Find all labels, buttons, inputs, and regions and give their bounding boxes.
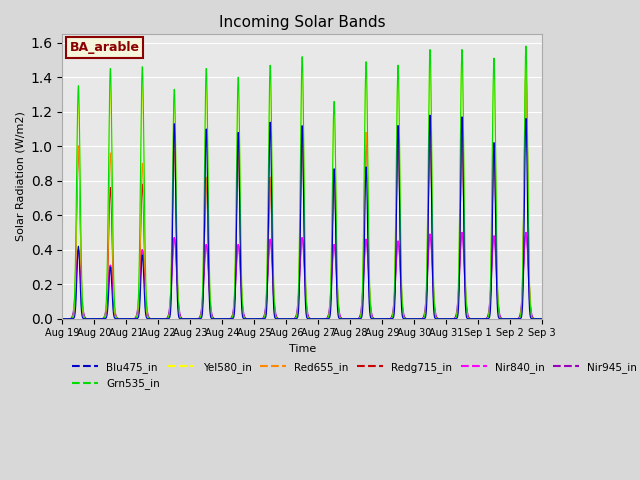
Red655_in	[263, 287, 271, 292]
Line: Red655_in: Red655_in	[63, 70, 542, 319]
Grn535_in	[263, 264, 271, 269]
Y-axis label: Solar Radiation (W/m2): Solar Radiation (W/m2)	[15, 111, 25, 241]
Red655_in	[113, 316, 121, 322]
Line: Blu475_in: Blu475_in	[63, 115, 542, 319]
Red655_in	[243, 316, 250, 322]
Grn535_in	[59, 316, 67, 322]
Red655_in	[529, 316, 536, 322]
Red655_in	[141, 287, 149, 293]
Line: Nir945_in: Nir945_in	[63, 232, 542, 319]
Red655_in	[59, 316, 67, 322]
Nir945_in	[538, 316, 546, 322]
Red655_in	[477, 316, 484, 322]
Redg715_in	[538, 316, 546, 322]
Nir945_in	[263, 282, 271, 288]
Redg715_in	[113, 316, 121, 322]
Nir840_in	[263, 290, 271, 296]
Blu475_in	[426, 112, 434, 118]
Yel580_in	[538, 316, 546, 322]
Nir840_in	[522, 229, 530, 235]
Nir945_in	[529, 314, 536, 320]
Nir840_in	[243, 316, 250, 322]
X-axis label: Time: Time	[289, 344, 316, 354]
Yel580_in	[141, 273, 149, 278]
Yel580_in	[529, 316, 536, 322]
Grn535_in	[522, 43, 530, 49]
Line: Nir840_in: Nir840_in	[63, 232, 542, 319]
Grn535_in	[538, 316, 546, 322]
Nir945_in	[243, 315, 250, 321]
Blu475_in	[113, 316, 121, 322]
Redg715_in	[522, 67, 530, 73]
Nir840_in	[59, 316, 67, 322]
Redg715_in	[477, 316, 484, 322]
Blu475_in	[59, 316, 67, 322]
Line: Grn535_in: Grn535_in	[63, 46, 542, 319]
Blu475_in	[141, 311, 149, 316]
Line: Redg715_in: Redg715_in	[63, 70, 542, 319]
Legend: Blu475_in, Grn535_in, Yel580_in, Red655_in, Redg715_in, Nir840_in, Nir945_in: Blu475_in, Grn535_in, Yel580_in, Red655_…	[68, 358, 640, 393]
Yel580_in	[522, 48, 530, 54]
Nir945_in	[113, 315, 121, 321]
Grn535_in	[243, 316, 250, 322]
Nir840_in	[477, 316, 484, 322]
Blu475_in	[529, 316, 536, 322]
Yel580_in	[113, 316, 121, 322]
Grn535_in	[141, 269, 149, 275]
Redg715_in	[59, 316, 67, 322]
Redg715_in	[529, 316, 536, 322]
Nir945_in	[522, 229, 530, 235]
Nir840_in	[529, 315, 536, 321]
Nir840_in	[141, 295, 149, 301]
Nir840_in	[538, 316, 546, 322]
Yel580_in	[477, 316, 484, 322]
Blu475_in	[538, 316, 546, 322]
Nir945_in	[141, 288, 149, 294]
Line: Yel580_in: Yel580_in	[63, 51, 542, 319]
Grn535_in	[113, 316, 121, 322]
Red655_in	[522, 67, 530, 73]
Title: Incoming Solar Bands: Incoming Solar Bands	[219, 15, 385, 30]
Nir945_in	[59, 316, 67, 322]
Grn535_in	[529, 316, 536, 322]
Redg715_in	[243, 316, 250, 322]
Redg715_in	[141, 291, 149, 297]
Nir840_in	[113, 315, 121, 321]
Grn535_in	[477, 316, 484, 322]
Red655_in	[538, 316, 546, 322]
Blu475_in	[243, 316, 250, 322]
Text: BA_arable: BA_arable	[70, 41, 140, 54]
Redg715_in	[263, 288, 271, 293]
Nir945_in	[477, 316, 484, 322]
Yel580_in	[263, 266, 271, 272]
Yel580_in	[59, 316, 67, 322]
Blu475_in	[263, 297, 271, 303]
Blu475_in	[477, 316, 485, 322]
Yel580_in	[243, 316, 250, 322]
